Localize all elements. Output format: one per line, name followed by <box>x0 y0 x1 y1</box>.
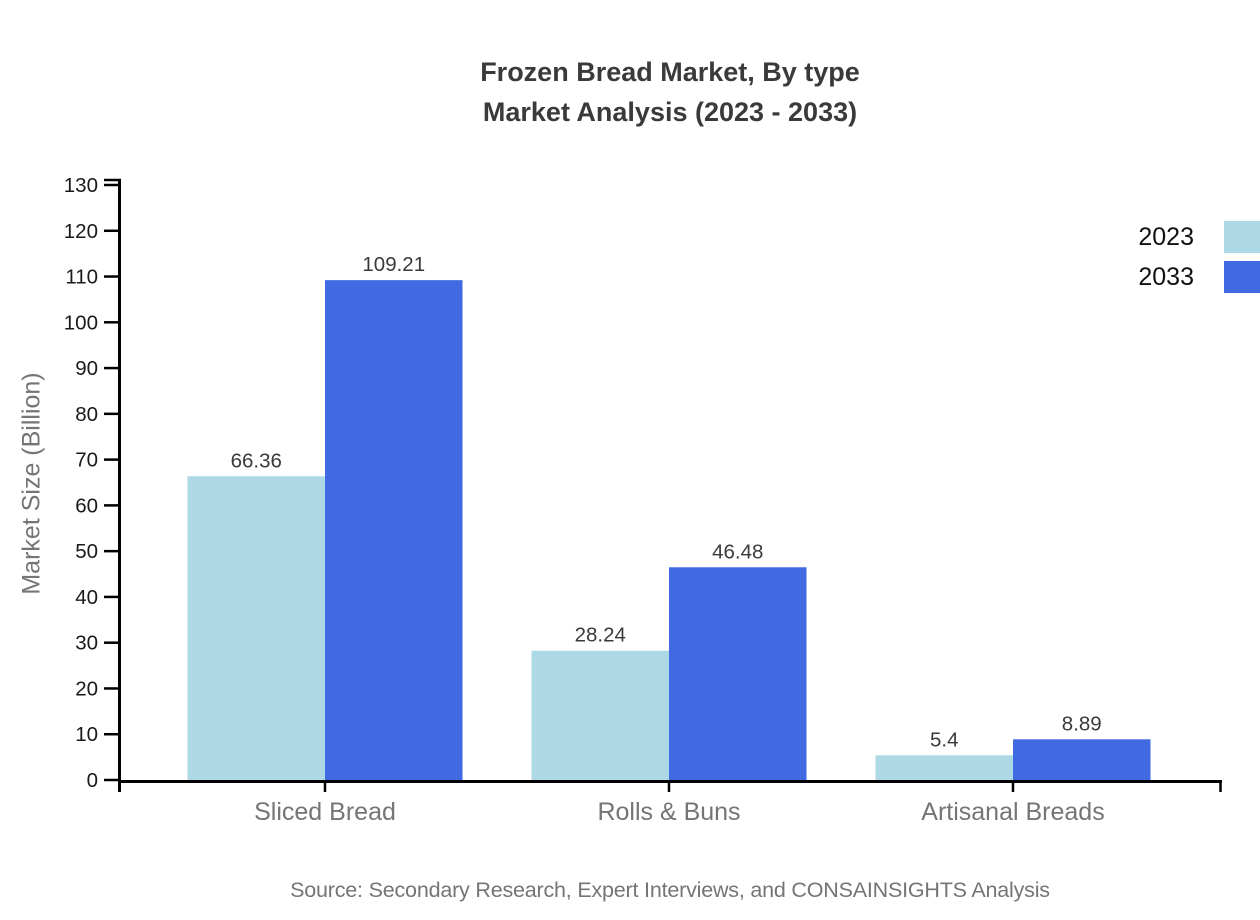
value-label: 8.89 <box>1062 712 1102 735</box>
legend-label-2023: 2023 <box>1138 222 1194 251</box>
y-tick-label: 60 <box>75 494 98 517</box>
y-tick-label: 110 <box>65 266 98 289</box>
chart-title-line2: Market Analysis (2023 - 2033) <box>482 97 858 127</box>
bar-2033-rolls-buns <box>669 567 807 780</box>
legend-label-2033: 2033 <box>1138 262 1194 291</box>
chart-title: Frozen Bread Market, By type Market Anal… <box>120 52 1220 132</box>
y-tick-label: 40 <box>75 586 98 609</box>
value-label: 66.36 <box>231 449 282 472</box>
legend-swatch-2023-icon <box>1224 221 1260 253</box>
y-tick-label: 30 <box>75 632 98 655</box>
legend-item-2023: 2023 <box>1138 217 1260 257</box>
bar-2023-rolls-buns <box>531 650 669 780</box>
y-tick-label: 0 <box>87 769 98 792</box>
value-label: 5.4 <box>930 728 959 751</box>
bar-2033-sliced-bread <box>325 280 463 780</box>
bar-2023-artisanal-breads <box>875 755 1013 780</box>
legend-swatch-2033-icon <box>1224 261 1260 293</box>
source-text: Source: Secondary Research, Expert Inter… <box>290 878 1050 902</box>
value-label: 28.24 <box>575 624 626 647</box>
bar-2033-artisanal-breads <box>1013 739 1151 780</box>
value-label: 109.21 <box>362 253 425 276</box>
y-tick-label: 100 <box>64 311 98 334</box>
category-label: Rolls & Buns <box>597 798 740 826</box>
legend-item-2033: 2033 <box>1138 257 1260 297</box>
category-label: Artisanal Breads <box>921 798 1104 826</box>
y-tick-label: 130 <box>64 174 98 197</box>
y-tick-label: 90 <box>75 357 98 380</box>
y-tick-label: 80 <box>75 403 98 426</box>
bar-2023-sliced-bread <box>187 476 325 780</box>
legend: 2023 2033 <box>1138 217 1260 297</box>
category-label: Sliced Bread <box>254 798 396 826</box>
chart-title-line1: Frozen Bread Market, By type <box>480 57 860 87</box>
y-tick-label: 20 <box>75 677 98 700</box>
y-tick-label: 50 <box>75 540 98 563</box>
y-tick-label: 10 <box>75 723 98 746</box>
y-tick-label: 120 <box>64 220 98 243</box>
value-label: 46.48 <box>712 540 763 563</box>
y-tick-label: 70 <box>75 449 98 472</box>
